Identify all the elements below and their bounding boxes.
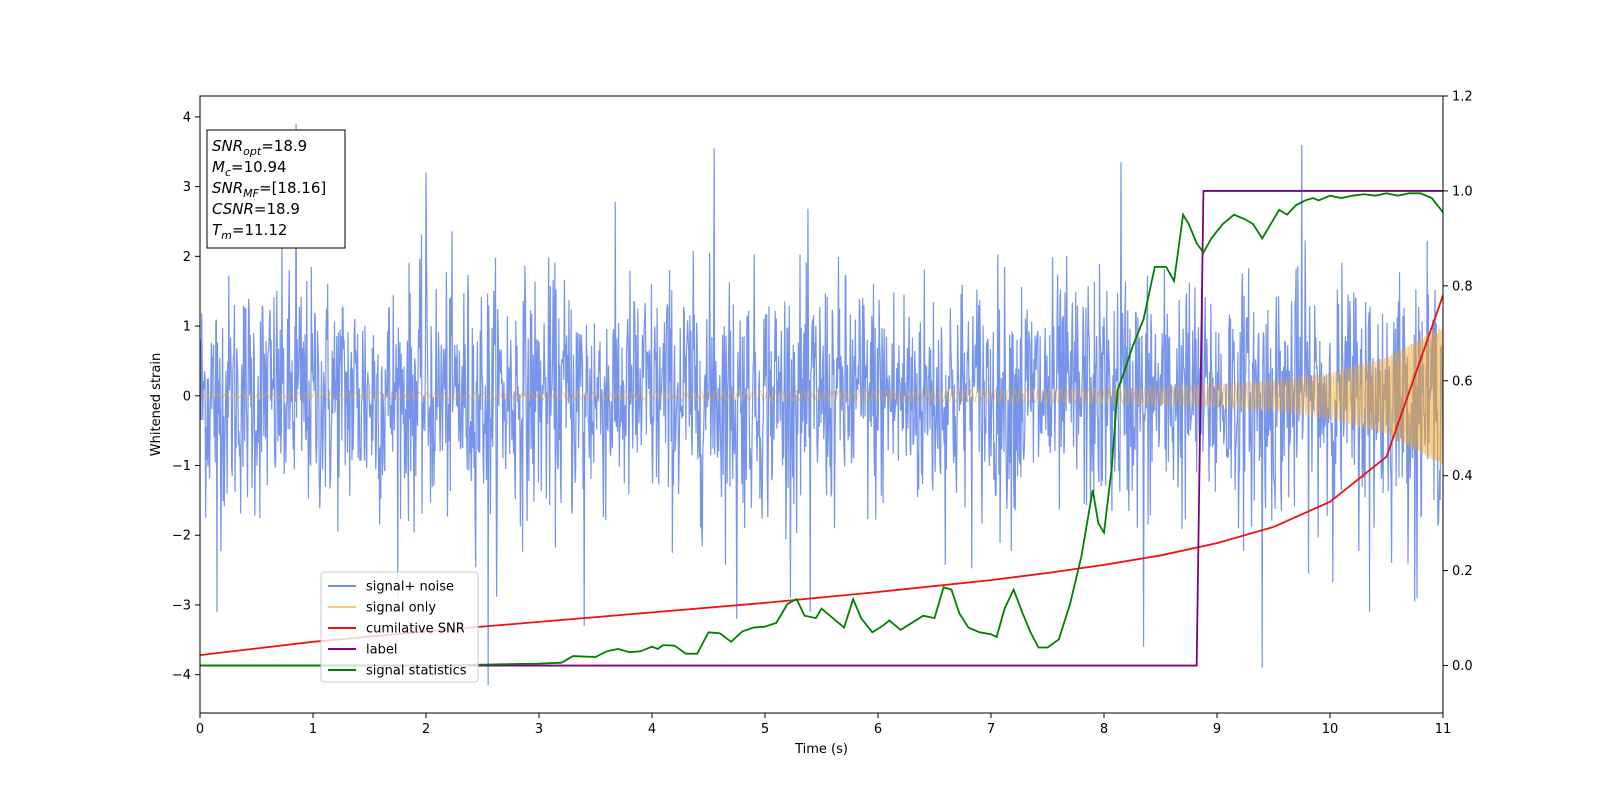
series-signal-only (200, 327, 1443, 465)
legend-label-signal-noise: signal+ noise (366, 580, 454, 595)
x-tick-label: 10 (1322, 722, 1339, 737)
legend-frame (320, 571, 479, 683)
legend-label-label: label (366, 643, 397, 658)
y-left-tick-label: 3 (183, 180, 191, 195)
series-signal-statistics (200, 192, 1443, 667)
x-tick-label: 7 (987, 722, 995, 737)
legend-label-cumilative-snr: cumilative SNR (366, 622, 465, 637)
y-left-tick-label: 4 (183, 110, 191, 125)
x-tick-label: 4 (648, 722, 656, 737)
y-left-tick-label: −2 (172, 529, 191, 544)
annotation-box: SNRopt=18.9Mc=10.94SNRMF=[18.16]CSNR=18.… (206, 129, 346, 249)
y-right-tick-label: 0.8 (1452, 279, 1473, 294)
annotation-line: Mc=10.94 (212, 158, 287, 179)
y-right-tick-label: 0.0 (1452, 659, 1473, 674)
series-signal-noise (200, 123, 1443, 686)
series-label (200, 190, 1443, 667)
x-tick-label: 9 (1213, 722, 1221, 737)
legend-label-signal-statistics: signal statistics (366, 664, 467, 679)
y-left-tick-label: −1 (172, 459, 191, 474)
axes-layer: 0 1 2 3 4 5 6 7 8 9 10 11 −4 −3 −2 −1 0 1 2 3 4 0.0 0.2 0.4 0.6 0… (172, 90, 1473, 738)
series-cumilative-snr (200, 295, 1443, 656)
y-left-tick-label: 0 (183, 389, 191, 404)
y-left-tick-label: 2 (183, 250, 191, 265)
series-layer (200, 123, 1443, 686)
plot-frame (199, 95, 1444, 714)
x-axis-label: Time (s) (794, 742, 848, 757)
x-tick-label: 6 (874, 722, 882, 737)
y-left-tick-label: −4 (172, 668, 191, 683)
x-tick-label: 8 (1100, 722, 1108, 737)
x-tick-label: 11 (1435, 722, 1452, 737)
annotation-line: SNRopt=18.9 (212, 137, 307, 158)
x-tick-label: 2 (422, 722, 430, 737)
y-right-tick-label: 1.0 (1452, 184, 1473, 199)
legend: signal+ noise signal only cumilative SNR la… (320, 571, 479, 683)
y-right-tick-label: 0.2 (1452, 564, 1473, 579)
annotation-line: CSNR=18.9 (212, 200, 300, 218)
y-right-tick-label: 0.4 (1452, 469, 1473, 484)
x-tick-label: 5 (761, 722, 769, 737)
y-right-tick-label: 1.2 (1452, 90, 1473, 105)
y-left-tick-label: −3 (172, 598, 191, 613)
legend-label-signal-only: signal only (366, 601, 436, 616)
y-left-tick-label: 1 (183, 320, 191, 335)
annotation-box-frame (206, 129, 346, 249)
annotation-line: SNRMF=[18.16] (212, 179, 326, 200)
x-tick-label: 1 (309, 722, 317, 737)
x-tick-label: 0 (196, 722, 204, 737)
y-right-tick-label: 0.6 (1452, 374, 1473, 389)
annotation-line: Tm=11.12 (212, 221, 287, 242)
y-axis-label-left: Whitened strain (149, 353, 164, 456)
x-tick-label: 3 (535, 722, 543, 737)
